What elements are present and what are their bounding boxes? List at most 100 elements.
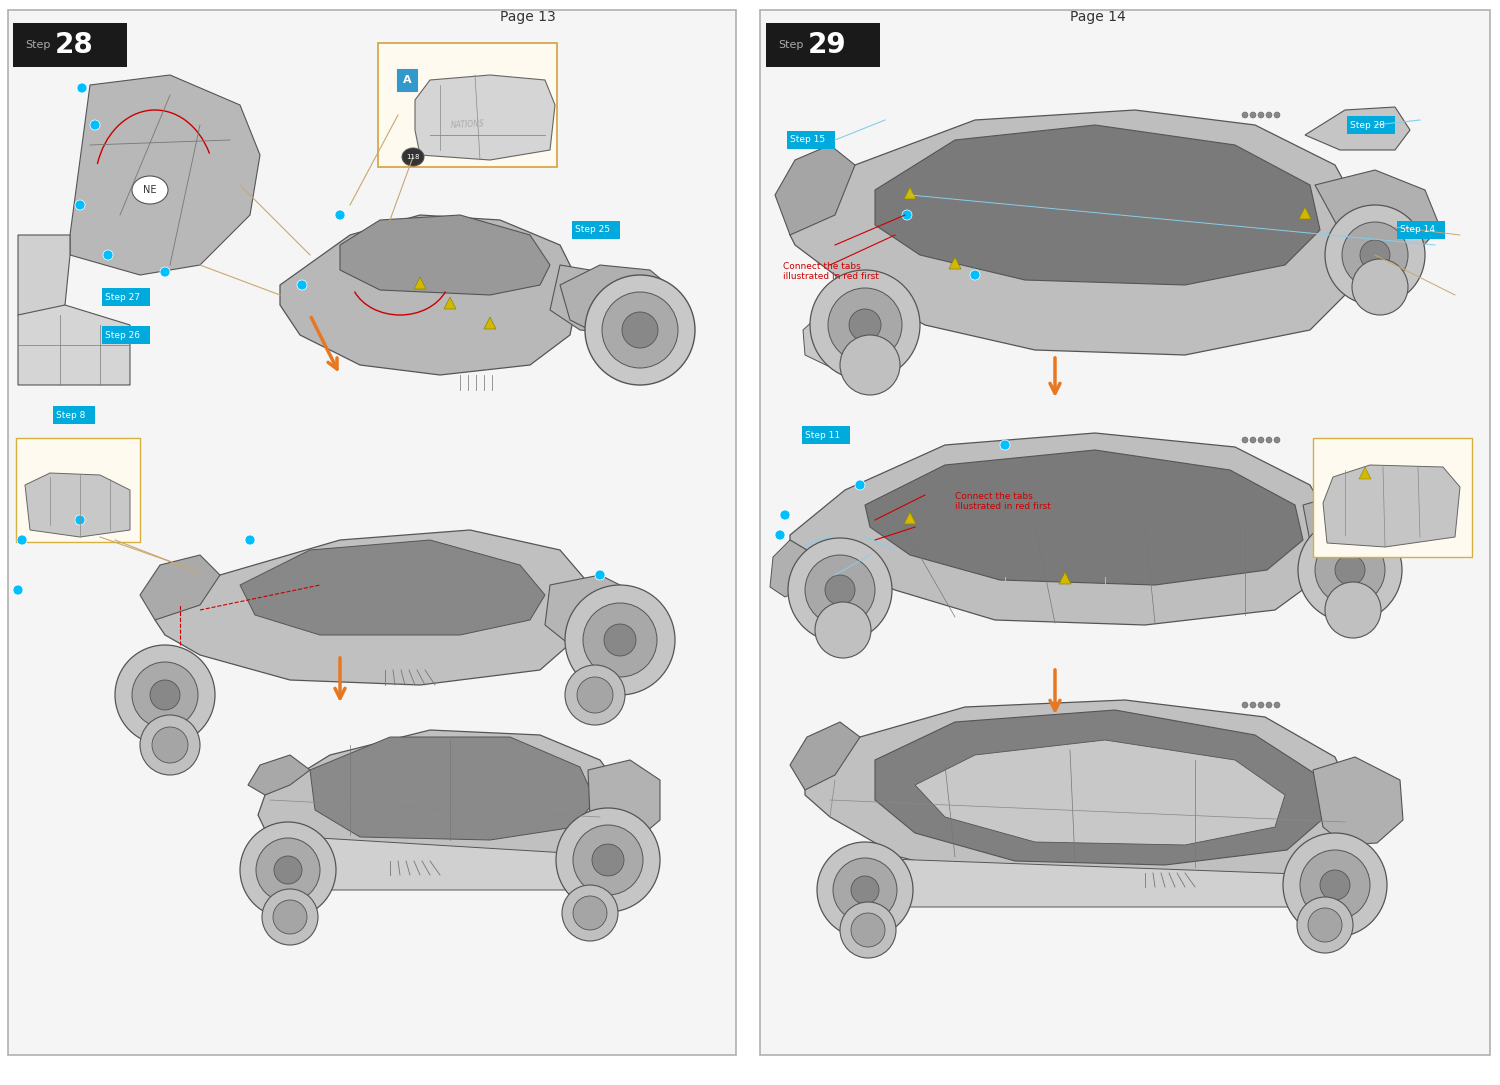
FancyBboxPatch shape — [53, 406, 94, 424]
Ellipse shape — [140, 715, 200, 775]
Polygon shape — [248, 755, 310, 795]
Ellipse shape — [1242, 702, 1248, 709]
Text: 118: 118 — [406, 154, 420, 159]
Ellipse shape — [556, 808, 660, 912]
Ellipse shape — [244, 535, 255, 545]
Text: Step: Step — [778, 40, 804, 50]
Ellipse shape — [240, 822, 336, 918]
Text: 28: 28 — [56, 31, 93, 59]
Ellipse shape — [1308, 908, 1342, 942]
FancyBboxPatch shape — [16, 438, 140, 542]
Polygon shape — [1316, 170, 1440, 260]
Polygon shape — [865, 450, 1304, 585]
Ellipse shape — [850, 876, 879, 904]
Ellipse shape — [806, 556, 874, 625]
FancyBboxPatch shape — [788, 131, 836, 149]
Ellipse shape — [274, 856, 302, 884]
Polygon shape — [18, 235, 70, 326]
Ellipse shape — [840, 902, 896, 958]
Ellipse shape — [1342, 222, 1408, 288]
Text: Step: Step — [26, 40, 51, 50]
Polygon shape — [904, 512, 916, 524]
Ellipse shape — [849, 309, 880, 341]
Ellipse shape — [1300, 850, 1370, 920]
Ellipse shape — [604, 624, 636, 656]
Ellipse shape — [788, 538, 892, 642]
Ellipse shape — [815, 602, 872, 658]
Ellipse shape — [1320, 870, 1350, 899]
Ellipse shape — [970, 270, 980, 280]
Ellipse shape — [840, 335, 900, 395]
FancyBboxPatch shape — [572, 221, 620, 239]
Text: Connect the tabs
illustrated in red first: Connect the tabs illustrated in red firs… — [783, 261, 879, 281]
Ellipse shape — [1266, 702, 1272, 709]
FancyBboxPatch shape — [13, 23, 128, 67]
Ellipse shape — [256, 838, 320, 902]
Ellipse shape — [75, 200, 86, 210]
Polygon shape — [915, 740, 1286, 845]
Ellipse shape — [1266, 112, 1272, 118]
Polygon shape — [874, 710, 1324, 865]
Ellipse shape — [132, 662, 198, 728]
Ellipse shape — [334, 210, 345, 220]
Polygon shape — [806, 700, 1354, 888]
Polygon shape — [484, 317, 496, 329]
Polygon shape — [874, 125, 1320, 285]
FancyBboxPatch shape — [102, 326, 150, 344]
Text: Step 11: Step 11 — [806, 431, 840, 439]
Ellipse shape — [1316, 535, 1384, 605]
Polygon shape — [950, 257, 962, 269]
Ellipse shape — [566, 665, 626, 725]
Polygon shape — [154, 529, 590, 685]
Ellipse shape — [573, 825, 644, 895]
Ellipse shape — [573, 896, 608, 930]
Ellipse shape — [850, 912, 885, 947]
Ellipse shape — [833, 858, 897, 922]
Ellipse shape — [1324, 205, 1425, 305]
Ellipse shape — [1250, 702, 1256, 709]
Ellipse shape — [585, 275, 694, 385]
Polygon shape — [280, 215, 580, 375]
Ellipse shape — [75, 515, 86, 525]
Text: Page 13: Page 13 — [500, 10, 556, 24]
Ellipse shape — [1250, 437, 1256, 443]
Ellipse shape — [1258, 437, 1264, 443]
FancyBboxPatch shape — [802, 426, 850, 444]
Polygon shape — [1299, 207, 1311, 219]
Ellipse shape — [902, 210, 912, 220]
Ellipse shape — [13, 585, 22, 595]
Ellipse shape — [818, 842, 914, 939]
Text: Step 27: Step 27 — [105, 293, 140, 302]
Ellipse shape — [825, 575, 855, 605]
Ellipse shape — [90, 120, 101, 130]
Polygon shape — [560, 265, 680, 340]
Polygon shape — [802, 310, 859, 367]
Ellipse shape — [584, 603, 657, 677]
Ellipse shape — [116, 644, 214, 745]
Ellipse shape — [810, 270, 919, 380]
Polygon shape — [140, 556, 220, 620]
Polygon shape — [550, 265, 650, 335]
Polygon shape — [416, 75, 555, 159]
Ellipse shape — [1242, 437, 1248, 443]
Ellipse shape — [402, 148, 424, 166]
FancyBboxPatch shape — [378, 43, 556, 167]
Ellipse shape — [592, 844, 624, 876]
Polygon shape — [26, 473, 130, 537]
Ellipse shape — [273, 899, 308, 934]
FancyBboxPatch shape — [1312, 438, 1472, 557]
Ellipse shape — [152, 727, 188, 763]
Polygon shape — [1059, 572, 1071, 584]
FancyBboxPatch shape — [102, 288, 150, 306]
Polygon shape — [70, 75, 260, 275]
Polygon shape — [146, 655, 210, 725]
Ellipse shape — [1000, 441, 1010, 450]
Polygon shape — [444, 297, 456, 309]
Ellipse shape — [1274, 437, 1280, 443]
Polygon shape — [258, 730, 626, 875]
Ellipse shape — [1250, 112, 1256, 118]
Polygon shape — [1305, 107, 1410, 150]
Ellipse shape — [104, 250, 112, 260]
Ellipse shape — [562, 885, 618, 941]
Ellipse shape — [602, 292, 678, 368]
